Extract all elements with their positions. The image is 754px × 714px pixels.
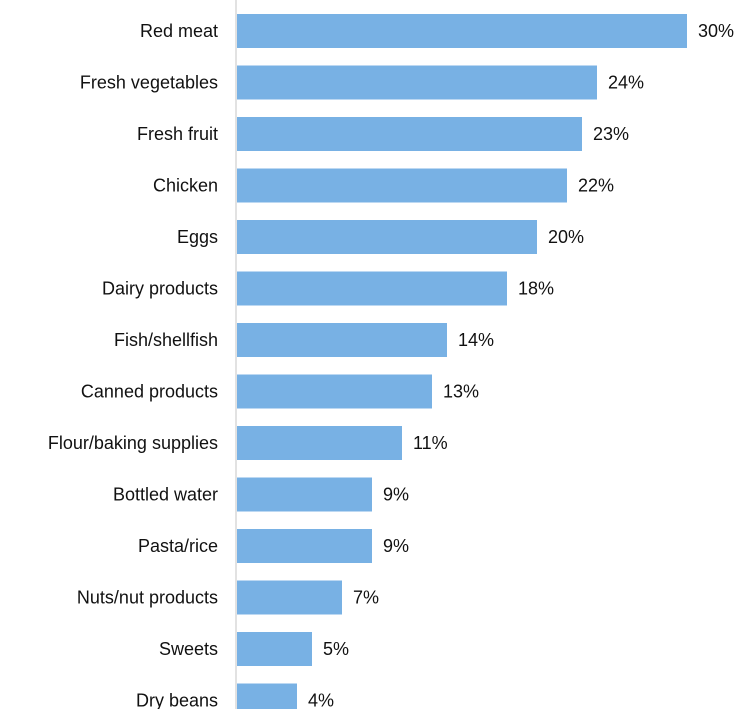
bar-nuts-nut-products [237,580,342,615]
category-label-dairy-products: Dairy products [102,279,218,299]
bar-chicken [237,168,567,203]
value-label-bottled-water: 9% [383,485,409,505]
value-label-fresh-fruit: 23% [593,124,629,144]
category-label-pasta-rice: Pasta/rice [138,536,218,556]
value-label-fresh-vegetables: 24% [608,73,644,93]
bar-eggs [237,220,537,254]
value-label-chicken: 22% [578,176,614,196]
value-label-fish-shellfish: 14% [458,330,494,350]
value-label-eggs: 20% [548,227,584,247]
category-label-nuts-nut-products: Nuts/nut products [77,588,218,608]
category-label-canned-products: Canned products [81,382,218,402]
bar-flour-baking-supplies [237,426,402,460]
category-label-fresh-vegetables: Fresh vegetables [80,73,218,93]
bar-fresh-fruit [237,117,582,151]
category-label-chicken: Chicken [153,176,218,196]
value-label-dairy-products: 18% [518,279,554,299]
bar-fresh-vegetables [237,65,597,100]
category-label-fresh-fruit: Fresh fruit [137,124,218,144]
value-label-sweets: 5% [323,639,349,659]
value-label-canned-products: 13% [443,382,479,402]
category-label-eggs: Eggs [177,227,218,247]
bar-red-meat [237,14,687,48]
category-label-flour-baking-supplies: Flour/baking supplies [48,433,218,453]
value-label-nuts-nut-products: 7% [353,588,379,608]
bar-dry-beans [237,683,297,714]
category-label-sweets: Sweets [159,639,218,659]
category-label-bottled-water: Bottled water [113,485,218,505]
bar-sweets [237,632,312,666]
value-label-red-meat: 30% [698,21,734,41]
category-label-red-meat: Red meat [140,21,218,41]
bars-group [237,14,687,714]
value-label-pasta-rice: 9% [383,536,409,556]
bar-fish-shellfish [237,323,447,357]
bar-dairy-products [237,271,507,306]
category-labels-group: Red meat Fresh vegetables Fresh fruit Chick… [48,21,218,711]
bar-canned-products [237,374,432,409]
value-labels-group: 30% 24% 23% 22% 20% 18% 14% 13% 11% 9% 9% 7% 5% 4% [308,21,734,711]
category-label-dry-beans: Dry beans [136,691,218,710]
category-label-fish-shellfish: Fish/shellfish [114,330,218,350]
bar-pasta-rice [237,529,372,563]
value-label-dry-beans: 4% [308,691,334,710]
value-label-flour-baking-supplies: 11% [413,433,448,453]
bar-bottled-water [237,477,372,512]
